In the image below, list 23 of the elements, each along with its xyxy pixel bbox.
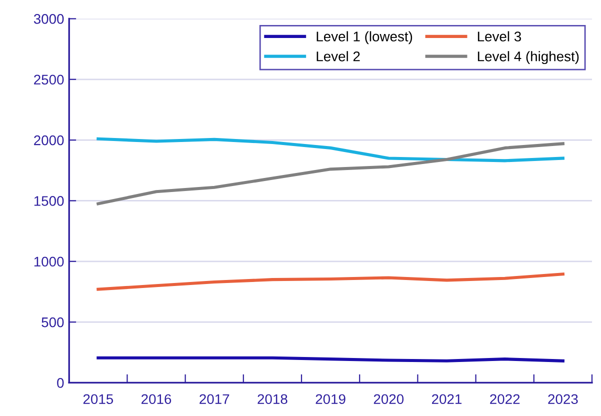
x-tick-label: 2018 — [258, 394, 288, 404]
legend-label: Level 1 (lowest) — [316, 31, 412, 44]
y-tick-label: 1500 — [34, 196, 64, 206]
line-series — [96, 272, 564, 291]
x-tick-label: 2023 — [548, 394, 578, 404]
x-tick-label: 2017 — [200, 394, 230, 404]
legend-label: Level 3 — [478, 31, 521, 42]
line-series — [96, 142, 564, 206]
x-tick-label: 2019 — [316, 394, 346, 404]
legend-label: Level 2 — [316, 51, 360, 62]
legend-label: Level 4 (highest) — [478, 51, 579, 64]
x-tick-label: 2016 — [142, 394, 172, 404]
line-series — [96, 137, 564, 162]
x-tick-label: 2021 — [432, 394, 462, 404]
y-tick-label: 2500 — [34, 74, 64, 85]
y-tick-label: 3000 — [34, 14, 64, 24]
y-tick-label: 500 — [42, 317, 64, 328]
x-tick-label: 2015 — [83, 394, 114, 404]
x-tick-label: 2022 — [490, 394, 520, 404]
y-tick-label: 0 — [57, 378, 64, 388]
y-tick-label: 2000 — [34, 135, 64, 146]
y-tick-label: 1000 — [34, 256, 64, 267]
x-tick-label: 2020 — [374, 394, 404, 404]
